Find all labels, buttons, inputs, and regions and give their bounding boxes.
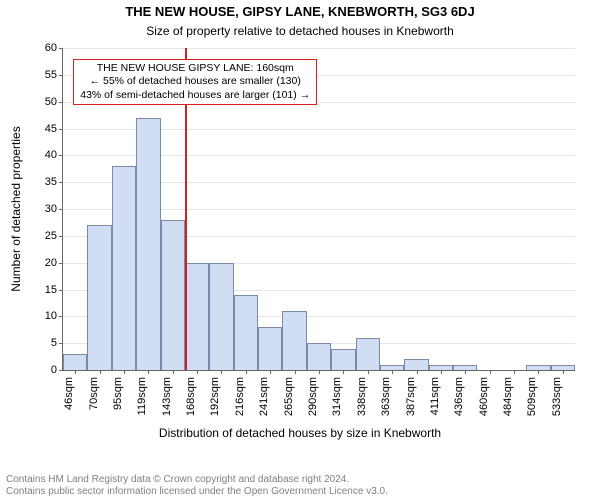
x-tick (563, 370, 564, 374)
x-tick-label: 290sqm (305, 377, 319, 416)
y-tick-label: 35 (45, 176, 63, 188)
y-tick-label: 45 (45, 123, 63, 135)
footer-line-1: Contains HM Land Registry data © Crown c… (6, 474, 388, 486)
annotation-line: ← 55% of detached houses are smaller (13… (80, 75, 310, 88)
x-tick (441, 370, 442, 374)
x-tick-label: 192sqm (207, 377, 221, 416)
x-tick (514, 370, 515, 374)
gridline (63, 48, 575, 49)
x-tick (343, 370, 344, 374)
x-tick-label: 363sqm (378, 377, 392, 416)
x-tick-label: 338sqm (354, 377, 368, 416)
y-tick-label: 10 (45, 310, 63, 322)
histogram-chart: THE NEW HOUSE, GIPSY LANE, KNEBWORTH, SG… (0, 0, 600, 500)
x-tick (368, 370, 369, 374)
x-tick (538, 370, 539, 374)
annotation-line: 43% of semi-detached houses are larger (… (80, 89, 310, 102)
x-tick (100, 370, 101, 374)
histogram-bar (282, 311, 306, 370)
chart-subtitle: Size of property relative to detached ho… (0, 24, 600, 38)
x-tick (270, 370, 271, 374)
x-tick (197, 370, 198, 374)
y-tick-label: 30 (45, 203, 63, 215)
y-tick-label: 40 (45, 149, 63, 161)
y-tick-label: 5 (51, 337, 63, 349)
x-tick (295, 370, 296, 374)
x-tick-label: 168sqm (183, 377, 197, 416)
x-tick-label: 119sqm (134, 377, 148, 415)
chart-title: THE NEW HOUSE, GIPSY LANE, KNEBWORTH, SG… (0, 4, 600, 19)
annotation-box: THE NEW HOUSE GIPSY LANE: 160sqm← 55% of… (73, 59, 317, 104)
y-tick-label: 25 (45, 230, 63, 242)
x-tick (417, 370, 418, 374)
plot-area: 05101520253035404550556046sqm70sqm95sqm1… (62, 48, 575, 371)
footer-line-2: Contains public sector information licen… (6, 486, 388, 498)
x-tick-label: 484sqm (500, 377, 514, 416)
y-tick-label: 55 (45, 69, 63, 81)
y-axis-label: Number of detached properties (9, 126, 23, 291)
x-tick-label: 436sqm (451, 377, 465, 416)
histogram-bar (63, 354, 87, 370)
histogram-bar (112, 166, 136, 370)
annotation-line: THE NEW HOUSE GIPSY LANE: 160sqm (80, 62, 310, 75)
y-tick-label: 20 (45, 257, 63, 269)
x-tick-label: 241sqm (256, 377, 270, 416)
x-tick-label: 143sqm (159, 377, 173, 416)
x-tick-label: 509sqm (524, 377, 538, 416)
x-tick (246, 370, 247, 374)
footer-attribution: Contains HM Land Registry data © Crown c… (0, 474, 388, 498)
x-tick (124, 370, 125, 374)
histogram-bar (209, 263, 233, 370)
y-tick-label: 60 (45, 42, 63, 54)
x-tick (148, 370, 149, 374)
x-tick (319, 370, 320, 374)
x-tick-label: 46sqm (61, 377, 75, 410)
x-tick (392, 370, 393, 374)
histogram-bar (258, 327, 282, 370)
x-tick-label: 265sqm (281, 377, 295, 416)
x-tick-label: 387sqm (403, 377, 417, 416)
histogram-bar (356, 338, 380, 370)
x-axis-label: Distribution of detached houses by size … (0, 426, 600, 440)
x-tick-label: 95sqm (110, 377, 124, 410)
y-tick-label: 0 (51, 364, 63, 376)
x-tick-label: 411sqm (427, 377, 441, 415)
x-tick (75, 370, 76, 374)
histogram-bar (185, 263, 209, 370)
histogram-bar (331, 349, 355, 370)
x-tick (490, 370, 491, 374)
y-tick-label: 50 (45, 96, 63, 108)
histogram-bar (234, 295, 258, 370)
histogram-bar (161, 220, 185, 370)
histogram-bar (307, 343, 331, 370)
y-tick-label: 15 (45, 284, 63, 296)
x-tick (173, 370, 174, 374)
histogram-bar (404, 359, 428, 370)
x-tick-label: 533sqm (549, 377, 563, 416)
x-tick (465, 370, 466, 374)
x-tick-label: 460sqm (476, 377, 490, 416)
x-tick-label: 216sqm (232, 377, 246, 416)
x-tick (221, 370, 222, 374)
histogram-bar (136, 118, 160, 370)
histogram-bar (87, 225, 111, 370)
x-tick-label: 70sqm (86, 377, 100, 410)
x-tick-label: 314sqm (329, 377, 343, 416)
